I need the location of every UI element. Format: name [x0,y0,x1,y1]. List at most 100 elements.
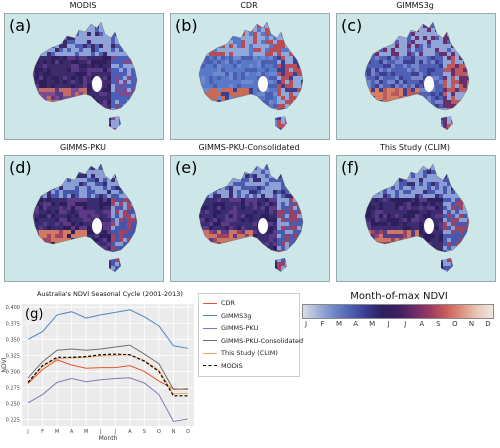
legend-entry: GIMMS-PKU-Consolidated [203,336,303,346]
panel-title: This Study (CLIM) [379,143,451,152]
colorbar-month-label: M [369,320,376,328]
colorbar [302,304,494,319]
map-panel-f: This Study (CLIM) (f) [334,142,496,282]
panel-letter: (e) [175,158,198,177]
legend-label: CDR [221,299,236,307]
legend-entry: GIMMS3g [203,311,252,321]
vegetation-pixels [365,164,469,272]
australia-map [364,21,470,130]
x-tick-label: A [128,429,132,435]
panel-letter: (b) [175,16,198,35]
colorbar-month-label: M [336,320,343,328]
map-panel-a: MODIS (a) [2,0,164,140]
plot-area [22,304,194,426]
map-panel-c: GIMMS3g (c) [334,0,496,140]
lake-eyre-basin [92,218,102,234]
x-tick-label: J [114,429,116,435]
legend-swatch [203,302,217,304]
x-tick-label: J [26,429,28,435]
coastline [32,163,138,253]
x-tick-label: M [55,429,59,435]
lake-eyre-basin [424,76,434,92]
vegetation-pixels [33,164,137,272]
colorbar-month-label: A [419,320,425,328]
lake-eyre-basin [258,76,268,92]
y-tick-label: 0.300 [6,369,20,375]
map-panel-d: GIMMS-PKU (d) [2,142,164,282]
series-line-cdr [27,359,189,390]
legend-swatch [203,327,217,329]
legend-label: GIMMS-PKU-Consolidated [221,336,304,345]
panel-letter: (f) [341,158,360,177]
legend-swatch [203,315,217,316]
legend-entry: This Study (CLIM) [203,348,278,358]
x-tick-label: M [84,429,88,435]
y-tick-label: 0.350 [6,337,20,343]
y-tick-label: 0.375 [6,321,20,327]
colorbar-month-label: D [485,320,491,328]
chart-svg: 0.225 0.250 0.275 0.300 0.325 0.350 0.375 0.400… [1,304,194,442]
map-panel-e: GIMMS-PKU-Consolidated (e) [168,142,330,282]
colorbar-month-label: F [320,320,325,328]
colorbar-month-label: O [452,320,458,328]
map-panel-b: CDR (b) [168,0,330,140]
vegetation-pixels [365,22,469,130]
australia-map [198,163,304,272]
colorbar-month-label: S [436,320,441,328]
chart-panel-letter: (g) [25,307,43,322]
australia-map [198,21,304,130]
coastline [32,21,138,111]
map-frame: (b) [170,13,330,140]
x-tick-label: F [41,429,44,435]
legend-swatch [203,340,217,341]
panel-title: MODIS [69,1,97,10]
panel-letter: (c) [341,16,363,35]
x-tick-label: D [186,429,190,435]
y-axis-label: NDVI [1,357,8,372]
panel-title: GIMMS-PKU-Consolidated [198,143,300,152]
x-tick-label: N [172,429,176,435]
seasonal-cycle-chart: Australia's NDVI Seasonal Cycle (2001-20… [0,290,200,444]
map-frame: (f) [336,155,496,282]
australia-map [32,21,138,130]
colorbar-month-label: J [404,320,407,328]
y-tick-label: 0.225 [6,418,20,424]
series-line-gimms3g [27,309,189,349]
vegetation-pixels [199,22,303,130]
australia-map [364,163,470,272]
series-line-modis [27,353,188,397]
panel-title: GIMMS3g [396,1,434,10]
colorbar-month-label: N [468,320,475,328]
y-tick-label: 0.325 [6,353,20,359]
series-line-gimms-pku [27,377,189,423]
series-line-gimms-pku-consolidated [27,344,189,390]
map-frame: (d) [4,155,164,282]
x-tick-label: A [70,429,74,435]
panel-letter: (d) [9,158,32,177]
panel-title: CDR [240,1,258,10]
coastline [364,163,470,253]
x-tick-label: O [157,429,161,435]
panel-letter: (a) [9,16,32,35]
colorbar-title: Month-of-max NDVI [350,291,448,302]
legend-label: MODIS [221,361,243,370]
legend-entry: GIMMS-PKU [203,323,258,333]
legend-label: GIMMS3g [221,311,252,320]
chart-legend: CDR GIMMS3g GIMMS-PKU GIMMS-PKU-Consolidate… [198,293,303,377]
coastline [364,21,470,111]
lake-eyre-basin [424,218,434,234]
y-tick-label: 0.400 [6,305,20,311]
legend-label: GIMMS-PKU [221,324,259,332]
map-frame: (e) [170,155,330,282]
colorbar-month-label: A [353,320,359,328]
legend-swatch [203,365,217,366]
map-frame: (a) [4,13,164,140]
colorbar-month-label: J [387,320,390,328]
australia-map [32,163,138,272]
map-frame: (c) [336,13,496,140]
chart-title: Australia's NDVI Seasonal Cycle (2001-20… [37,290,183,298]
vegetation-pixels [33,22,137,130]
lake-eyre-basin [92,76,102,92]
colorbar-month-label: J [304,320,308,328]
legend-label: This Study (CLIM) [221,349,278,357]
